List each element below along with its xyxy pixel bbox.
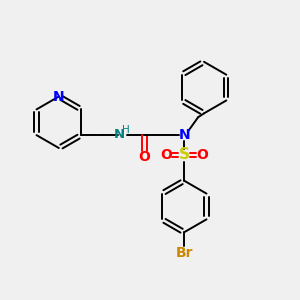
Text: S: S — [179, 148, 190, 163]
Text: N: N — [114, 128, 125, 141]
Text: H: H — [122, 125, 130, 135]
Text: O: O — [196, 148, 208, 162]
Text: Br: Br — [176, 246, 193, 260]
Text: O: O — [139, 150, 151, 164]
Text: N: N — [53, 89, 65, 103]
Text: O: O — [160, 148, 172, 162]
Text: N: N — [178, 128, 190, 142]
